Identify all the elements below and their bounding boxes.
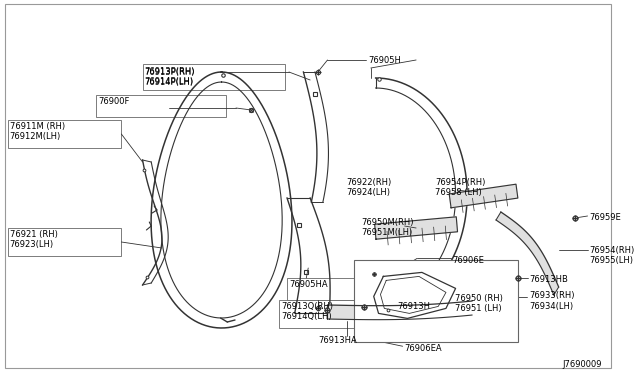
Bar (143, 64, 285, 90)
Text: 76933(RH)
76934(LH): 76933(RH) 76934(LH) (529, 292, 575, 311)
Polygon shape (496, 212, 559, 295)
Bar (355, 260, 518, 342)
Polygon shape (449, 184, 518, 208)
Text: J7690009: J7690009 (563, 360, 602, 369)
Bar (279, 300, 404, 328)
Text: 76913HB: 76913HB (530, 275, 568, 284)
Text: 76905HA: 76905HA (289, 280, 328, 289)
Text: 76954P(RH)
76958 (LH): 76954P(RH) 76958 (LH) (435, 178, 486, 198)
Text: 76954(RH)
76955(LH): 76954(RH) 76955(LH) (589, 246, 635, 265)
Text: 76959E: 76959E (589, 213, 621, 222)
Text: 76905H: 76905H (368, 56, 401, 65)
Text: 76911M (RH)
76912M(LH): 76911M (RH) 76912M(LH) (10, 122, 65, 141)
Text: 76922(RH)
76924(LH): 76922(RH) 76924(LH) (347, 178, 392, 198)
Text: 76906E: 76906E (452, 256, 484, 265)
Text: 76906EA: 76906EA (404, 344, 442, 353)
Text: 76921 (RH)
76923(LH): 76921 (RH) 76923(LH) (10, 230, 58, 249)
Bar (8, 120, 122, 148)
Text: 76900F: 76900F (99, 97, 130, 106)
Bar (97, 95, 227, 117)
Text: 76913P(RH)
76914P(LH): 76913P(RH) 76914P(LH) (145, 68, 195, 87)
Polygon shape (328, 301, 472, 320)
Polygon shape (374, 217, 458, 239)
Text: 76913Q(RH)
76914Q(LH): 76913Q(RH) 76914Q(LH) (281, 302, 333, 321)
Text: 76913HA: 76913HA (318, 336, 356, 345)
Bar (287, 278, 383, 300)
Text: 76913P(RH)
76914P(LH): 76913P(RH) 76914P(LH) (145, 67, 195, 86)
Text: 76950M(RH)
76951M(LH): 76950M(RH) 76951M(LH) (361, 218, 413, 237)
Text: 76950 (RH)
76951 (LH): 76950 (RH) 76951 (LH) (454, 294, 502, 313)
Text: 76913H: 76913H (397, 302, 430, 311)
Bar (8, 228, 122, 256)
